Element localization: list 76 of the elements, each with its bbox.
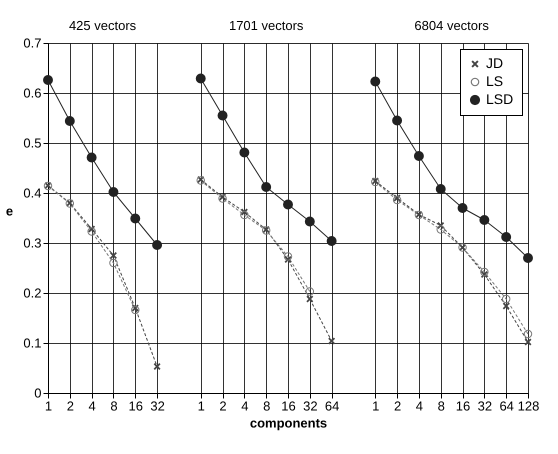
- x-tick-label: 2: [394, 398, 402, 414]
- x-tick-label: 8: [110, 398, 118, 414]
- x-tick-label: 1: [44, 398, 52, 414]
- x-tick-label: 2: [66, 398, 74, 414]
- x-tick-label: 4: [416, 398, 424, 414]
- point: [218, 194, 227, 203]
- y-tick-label: 0.5: [23, 136, 42, 150]
- y-tick-label: 0: [34, 386, 42, 400]
- point: [306, 287, 314, 296]
- point: [436, 184, 446, 194]
- point: [196, 74, 206, 84]
- point: [392, 116, 402, 126]
- point: [304, 216, 315, 226]
- point: [108, 187, 118, 197]
- x-tick-label: 4: [241, 398, 248, 414]
- x-tick-label: 4: [88, 398, 96, 414]
- point: [284, 252, 292, 261]
- point: [109, 258, 118, 268]
- x-tick-label: 32: [150, 398, 165, 414]
- point: [524, 338, 532, 346]
- point: [502, 294, 510, 304]
- x-tick-label: 8: [438, 398, 445, 414]
- legend-label: JD: [486, 55, 504, 71]
- text: 6804 vectors: [414, 18, 490, 33]
- x-tick-label: 64: [324, 398, 340, 414]
- point: [523, 253, 533, 263]
- x-tick-label: 2: [219, 398, 227, 414]
- point: [392, 196, 402, 204]
- point: [218, 110, 228, 120]
- x-tick-label: 16: [281, 398, 296, 414]
- point: [154, 363, 160, 370]
- point: [64, 116, 75, 126]
- point: [87, 227, 96, 236]
- y-tick-label: 0.6: [23, 86, 42, 100]
- x-tick-label: 64: [499, 398, 514, 414]
- text: 425 vectors: [68, 18, 137, 33]
- legend-label: LSD: [486, 91, 514, 107]
- point: [152, 240, 162, 250]
- point: [240, 210, 249, 220]
- point: [43, 75, 53, 85]
- y-tick-label: 0.3: [23, 236, 42, 250]
- y-tick-label: 0.4: [23, 186, 42, 200]
- x-tick-label: 16: [128, 398, 144, 414]
- x-tick-label: 32: [303, 398, 318, 414]
- point: [130, 214, 140, 224]
- x-tick-label: 32: [478, 398, 492, 414]
- y-axis-title: e: [6, 204, 14, 218]
- x-tick-label: 8: [263, 398, 270, 414]
- x-tick-label: 1: [372, 398, 380, 414]
- point: [480, 268, 489, 276]
- y-tick-label: 0.2: [23, 286, 42, 300]
- x-tick-label: 16: [456, 398, 470, 414]
- point: [524, 330, 532, 338]
- point: [501, 232, 512, 242]
- x-tick-label: 1: [198, 398, 205, 414]
- point: [326, 236, 337, 246]
- text: 1701 vectors: [228, 18, 304, 33]
- point: [131, 306, 140, 314]
- y-tick-label: 0.1: [23, 336, 42, 350]
- point: [239, 148, 250, 158]
- point: [283, 200, 293, 210]
- point: [502, 302, 510, 310]
- point: [328, 338, 335, 344]
- y-tick-label: 0.7: [23, 36, 42, 50]
- point: [306, 296, 314, 302]
- legend-label: LS: [486, 73, 504, 89]
- x-tick-label: 128: [518, 398, 540, 414]
- point: [110, 252, 117, 259]
- point: [370, 76, 380, 86]
- point: [479, 215, 490, 225]
- point: [261, 182, 272, 192]
- point: [436, 225, 445, 234]
- point: [414, 151, 424, 161]
- x-axis-title: components: [250, 416, 328, 430]
- point: [458, 203, 468, 213]
- point: [86, 152, 97, 162]
